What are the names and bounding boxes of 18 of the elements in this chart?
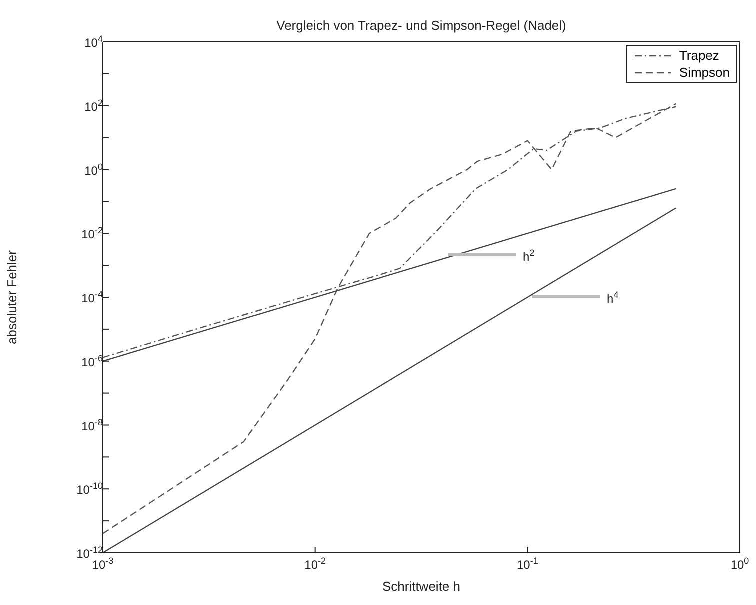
x-tick-label: 10$^{-1}$ (516, 556, 538, 572)
x-axis-title: Schrittweite h (382, 579, 461, 594)
annotation: h$^{4}$ (607, 290, 619, 306)
annotation: h$^{2}$ (523, 248, 535, 264)
y-tick-label: 10$^{4}$ (84, 34, 103, 50)
y-tick-label: 10$^{-10}$ (76, 481, 103, 498)
legend-label: Simpson (679, 65, 730, 80)
legend-label: Trapez (679, 48, 720, 63)
y-tick-label: 10$^{0}$ (84, 162, 103, 178)
y-tick-label: 10$^{2}$ (84, 98, 103, 114)
y-tick-label: 10$^{-6}$ (82, 353, 103, 370)
x-tick-label: 10$^{0}$ (730, 556, 750, 572)
x-tick-label: 10$^{-2}$ (304, 556, 326, 572)
y-axis-title: absoluter Fehler (4, 250, 20, 344)
chart-title: Vergleich von Trapez- und Simpson-Regel (Nadel) (276, 18, 568, 33)
y-tick-label: 10$^{-2}$ (82, 226, 103, 242)
y-tick-label: 10$^{-8}$ (82, 417, 103, 434)
y-tick-label: 10$^{-4}$ (82, 290, 103, 306)
